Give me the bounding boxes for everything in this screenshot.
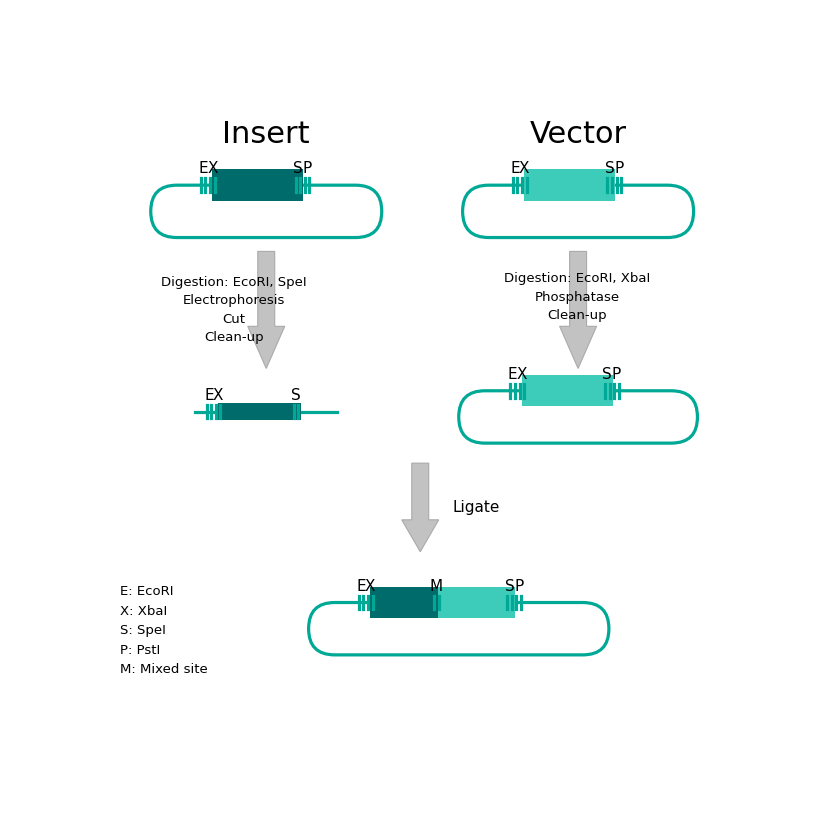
Text: Vector: Vector [529, 120, 626, 149]
Text: Insert: Insert [222, 120, 310, 149]
Text: P: P [613, 161, 622, 176]
Text: E: E [507, 366, 517, 382]
Text: E: E [204, 387, 214, 402]
Text: S: S [602, 366, 612, 382]
FancyBboxPatch shape [218, 404, 301, 420]
FancyBboxPatch shape [521, 376, 612, 407]
Text: P: P [611, 366, 621, 382]
Text: M: M [429, 578, 442, 593]
Text: Digestion: EcoRI, SpeI
Electrophoresis
Cut
Clean-up: Digestion: EcoRI, SpeI Electrophoresis C… [161, 275, 306, 344]
Text: E: E [509, 161, 519, 176]
Text: X: X [518, 161, 529, 176]
FancyBboxPatch shape [523, 170, 614, 201]
Text: X: X [364, 578, 375, 593]
FancyBboxPatch shape [369, 587, 437, 618]
Text: X: X [516, 366, 527, 382]
Text: E: EcoRI
X: XbaI
S: SpeI
P: PstI
M: Mixed site: E: EcoRI X: XbaI S: SpeI P: PstI M: Mixe… [120, 584, 207, 675]
Polygon shape [247, 252, 284, 369]
Text: S: S [604, 161, 613, 176]
Text: P: P [514, 578, 523, 593]
Text: S: S [504, 578, 514, 593]
Text: X: X [213, 387, 223, 402]
Text: X: X [207, 161, 217, 176]
Text: E: E [198, 161, 208, 176]
Polygon shape [559, 252, 596, 369]
Text: Ligate: Ligate [452, 499, 500, 514]
Text: E: E [355, 578, 365, 593]
Text: S: S [292, 161, 302, 176]
Text: Digestion: EcoRI, XbaI
Phosphatase
Clean-up: Digestion: EcoRI, XbaI Phosphatase Clean… [504, 272, 649, 322]
Text: S: S [291, 387, 301, 402]
Text: P: P [302, 161, 311, 176]
Polygon shape [401, 464, 438, 552]
FancyBboxPatch shape [437, 587, 514, 618]
FancyBboxPatch shape [212, 170, 303, 201]
